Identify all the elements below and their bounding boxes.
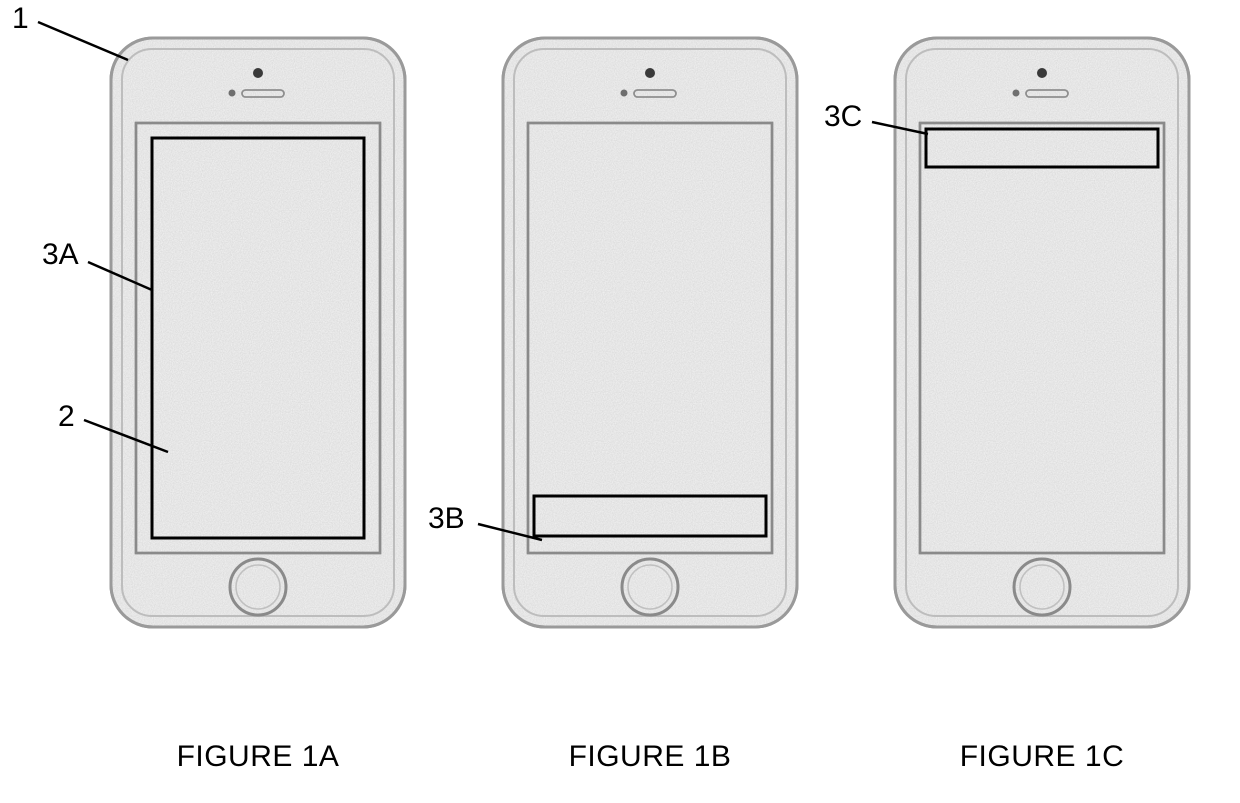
caption-C: FIGURE 1C xyxy=(892,740,1192,774)
phone-C xyxy=(892,35,1192,630)
callout-label-3A: 3A xyxy=(42,238,79,272)
callout-label-3B: 3B xyxy=(428,502,465,536)
phone-A xyxy=(108,35,408,630)
caption-A: FIGURE 1A xyxy=(108,740,408,774)
callout-label-3C: 3C xyxy=(824,100,862,134)
diagram-stage: FIGURE 1A 1 3A 2 FIGURE 1B 3B FIGURE 1C 3C xyxy=(0,0,1240,803)
caption-B: FIGURE 1B xyxy=(500,740,800,774)
callout-label-2: 2 xyxy=(58,400,75,434)
callout-label-1: 1 xyxy=(12,2,29,36)
phone-B xyxy=(500,35,800,630)
